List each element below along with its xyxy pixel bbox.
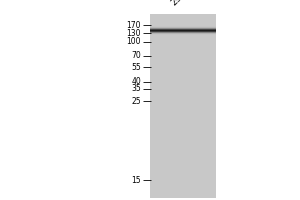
Text: 25: 25 xyxy=(131,97,141,106)
Text: 70: 70 xyxy=(131,51,141,60)
Text: 130: 130 xyxy=(127,28,141,38)
Text: 40: 40 xyxy=(131,77,141,86)
Bar xyxy=(150,14,216,198)
Text: 15: 15 xyxy=(131,176,141,185)
Text: 35: 35 xyxy=(131,84,141,93)
Text: 293T: 293T xyxy=(169,0,192,7)
Text: 55: 55 xyxy=(131,63,141,72)
Text: 170: 170 xyxy=(127,21,141,29)
Text: 100: 100 xyxy=(127,38,141,46)
